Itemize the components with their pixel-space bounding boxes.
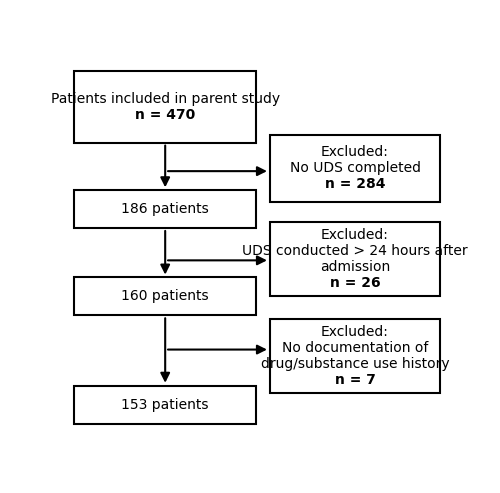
FancyBboxPatch shape (74, 386, 256, 423)
Text: Patients included in parent study: Patients included in parent study (50, 92, 280, 106)
Text: 186 patients: 186 patients (122, 202, 209, 216)
Text: UDS conducted > 24 hours after: UDS conducted > 24 hours after (242, 245, 468, 258)
Text: drug/substance use history: drug/substance use history (261, 357, 450, 371)
Text: No documentation of: No documentation of (282, 341, 428, 355)
Text: n = 26: n = 26 (330, 276, 380, 290)
FancyBboxPatch shape (74, 278, 256, 316)
Text: No UDS completed: No UDS completed (290, 161, 420, 176)
FancyBboxPatch shape (270, 135, 440, 202)
Text: n = 470: n = 470 (135, 107, 196, 122)
Text: n = 284: n = 284 (325, 177, 386, 191)
Text: Excluded:: Excluded: (321, 325, 389, 339)
Text: Excluded:: Excluded: (321, 228, 389, 243)
FancyBboxPatch shape (74, 70, 256, 142)
FancyBboxPatch shape (270, 222, 440, 296)
FancyBboxPatch shape (74, 190, 256, 228)
Text: n = 7: n = 7 (334, 373, 376, 387)
Text: 160 patients: 160 patients (122, 289, 209, 303)
Text: Excluded:: Excluded: (321, 145, 389, 159)
Text: admission: admission (320, 260, 390, 275)
FancyBboxPatch shape (270, 319, 440, 393)
Text: 153 patients: 153 patients (122, 398, 209, 412)
